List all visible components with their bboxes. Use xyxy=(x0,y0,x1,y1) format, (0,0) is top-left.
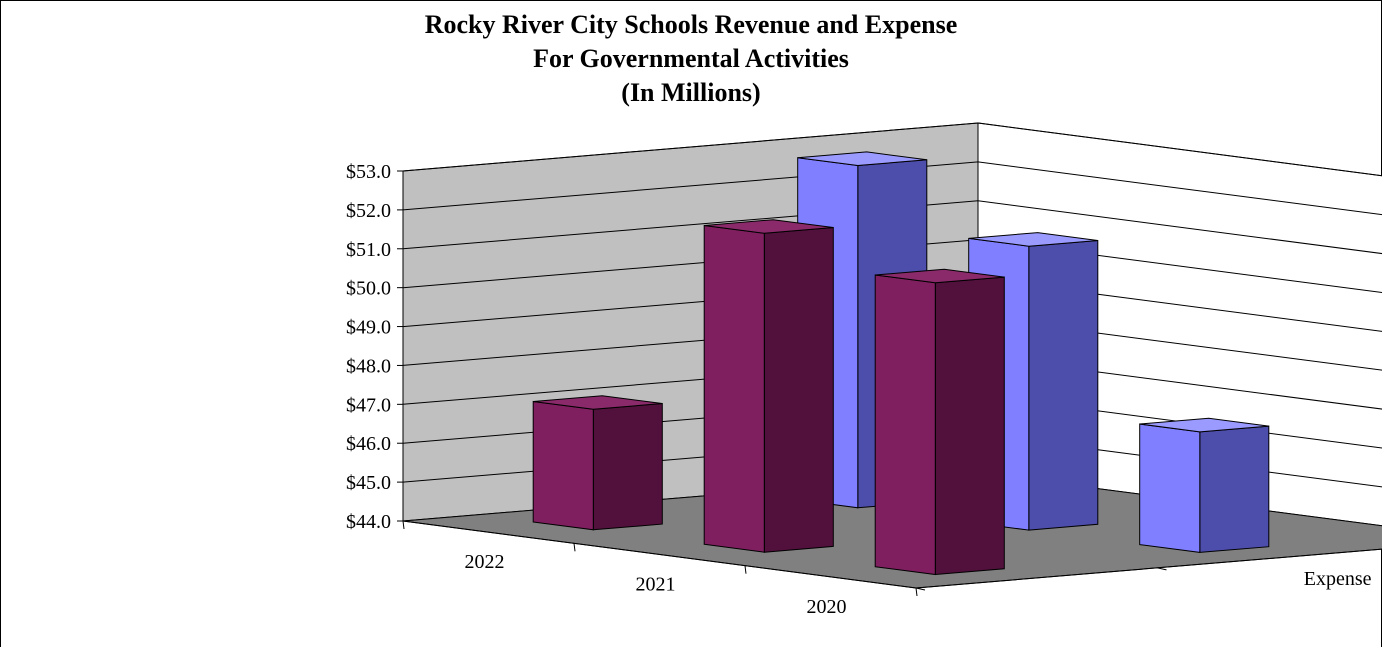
x-tick-label: 2020 xyxy=(807,596,847,618)
chart-subtitle-line-2: (In Millions) xyxy=(621,78,761,107)
depth-tick xyxy=(1157,567,1167,571)
series-label: Expense xyxy=(1304,568,1372,590)
depth-tick xyxy=(915,587,926,591)
x-tick-label: 2021 xyxy=(636,574,676,596)
bar-top xyxy=(797,151,927,167)
x-tick-label: 2022 xyxy=(465,551,505,573)
y-tick-label: $46.0 xyxy=(346,433,391,455)
chart-labels: $44.0 $45.0 $46.0 $47.0 $48.0 $49.0 $50.0 $51.0… xyxy=(346,161,1372,618)
chart-bars xyxy=(532,151,1270,576)
chart-title: Rocky River City Schools Revenue and Exp… xyxy=(424,10,958,39)
bar-top xyxy=(533,395,663,410)
x-axis-line xyxy=(402,520,917,589)
gridline xyxy=(402,122,1382,177)
bar-front xyxy=(1139,423,1201,553)
bar-side xyxy=(1199,425,1270,553)
bar-series-1-2021 xyxy=(703,219,834,553)
y-tick-label: $49.0 xyxy=(346,317,391,339)
bar-side xyxy=(763,226,834,553)
depth-axis-line xyxy=(915,548,1382,589)
bar-series-1-2020 xyxy=(874,268,1005,576)
y-tick-label: $50.0 xyxy=(346,278,391,300)
bar-front xyxy=(703,224,765,553)
x-tick xyxy=(744,565,747,574)
y-tick-label: $52.0 xyxy=(346,200,391,222)
y-tick-label: $53.0 xyxy=(346,161,391,183)
bar-top xyxy=(968,232,1098,247)
y-tick-label: $51.0 xyxy=(346,239,391,261)
bar-top xyxy=(875,268,1005,284)
y-tick-label: $47.0 xyxy=(346,394,391,416)
y-tick-label: $45.0 xyxy=(346,472,391,494)
y-tick-label: $48.0 xyxy=(346,355,391,377)
y-tick-label: $44.0 xyxy=(346,511,391,533)
bar-side xyxy=(592,402,663,531)
gridline xyxy=(402,200,1382,255)
bar-expense-2020 xyxy=(1139,417,1270,553)
bar-side xyxy=(1028,239,1099,531)
bar-front xyxy=(874,274,936,576)
chart-title-block: Rocky River City Schools Revenue and Exp… xyxy=(0,8,1382,110)
bar-side xyxy=(934,276,1005,576)
x-tick xyxy=(402,520,405,530)
bar-front xyxy=(532,400,594,531)
gridline xyxy=(402,161,1382,216)
x-tick xyxy=(915,587,918,597)
chart-axes xyxy=(397,170,1382,597)
bar-series-1-2022 xyxy=(532,395,663,531)
bar-top xyxy=(704,219,834,234)
bar-top xyxy=(1139,417,1269,433)
chart-subtitle-line-1: For Governmental Activities xyxy=(533,44,849,73)
x-tick xyxy=(573,543,576,552)
